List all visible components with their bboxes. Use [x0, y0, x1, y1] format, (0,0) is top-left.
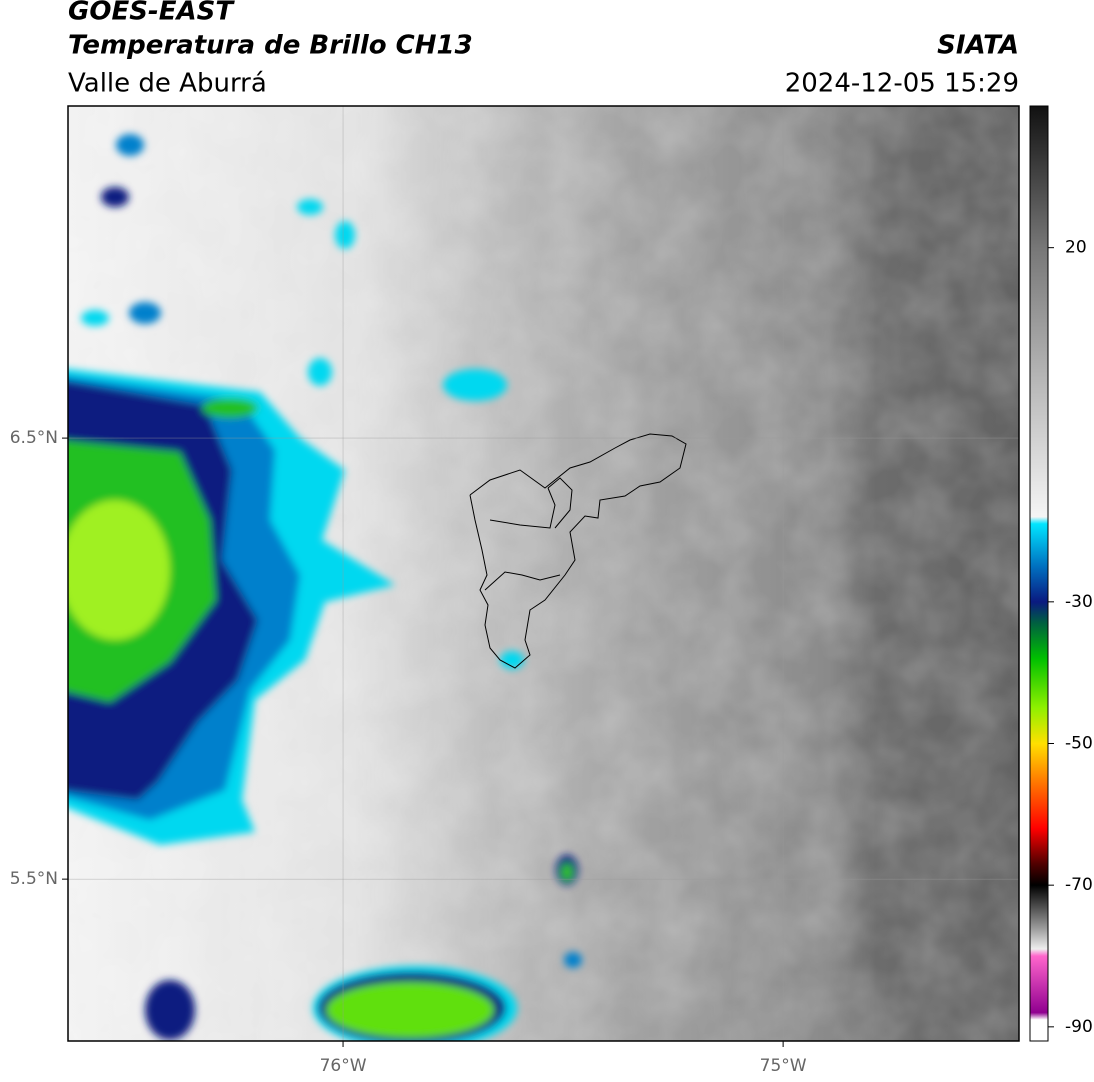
y-tick-label: 6.5°N	[10, 428, 58, 448]
colorbar-tick-label: -30	[1065, 592, 1093, 612]
map-frame	[67, 105, 1020, 1042]
colorbar-tick-label: -50	[1065, 734, 1093, 754]
x-tick-label: 75°W	[760, 1056, 807, 1076]
x-tick-label: 76°W	[320, 1056, 367, 1076]
colorbar-tick-label: -70	[1065, 875, 1093, 895]
colorbar-tick-label: 20	[1065, 238, 1087, 258]
valley-outline	[469, 433, 687, 669]
subtitle: Temperatura de Brillo CH13	[68, 31, 473, 61]
colorbar-tick-label: -90	[1065, 1017, 1093, 1037]
y-tick-label: 5.5°N	[10, 869, 58, 889]
satellite-image	[68, 106, 1019, 1041]
datetime: 2024-12-05 15:29	[785, 69, 1019, 99]
colorbar	[1029, 105, 1049, 1042]
agency: SIATA	[937, 31, 1019, 61]
region: Valle de Aburrá	[68, 69, 267, 99]
title: GOES-EAST	[68, 0, 235, 27]
